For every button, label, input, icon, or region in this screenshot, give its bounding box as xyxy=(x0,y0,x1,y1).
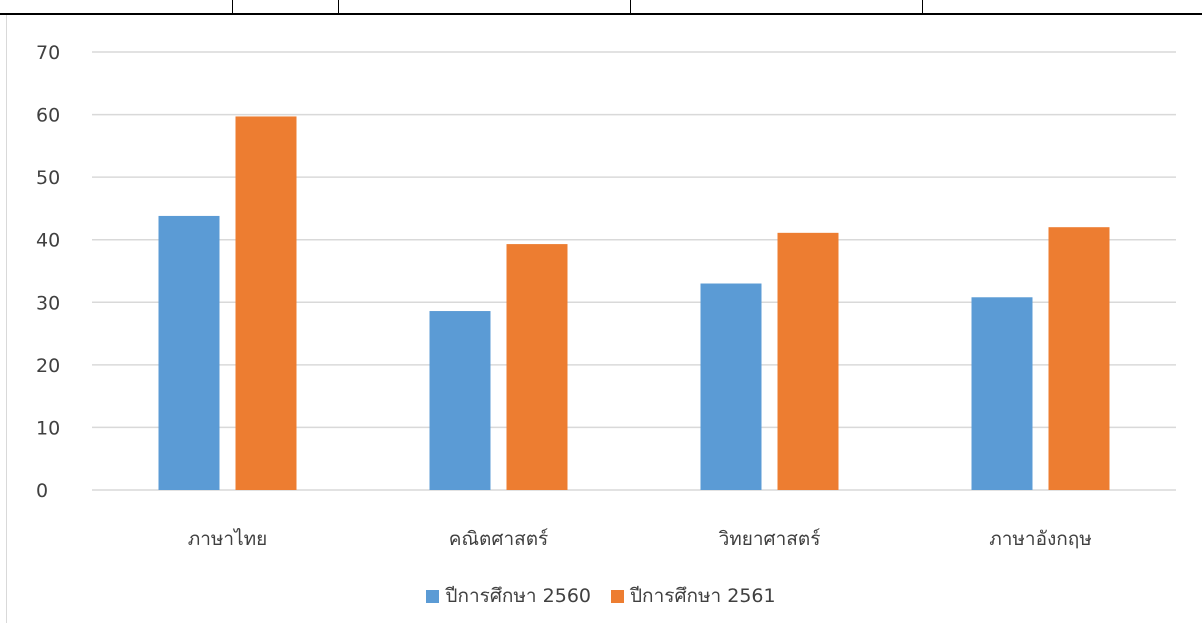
table-cell-divider xyxy=(338,0,339,14)
table-cell-divider xyxy=(232,0,233,14)
x-category-label: ภาษาไทย xyxy=(188,528,268,550)
bar-2561 xyxy=(1048,227,1110,490)
bar-2561 xyxy=(506,244,568,490)
table-cell-divider xyxy=(630,0,631,14)
legend-swatch-2561 xyxy=(611,589,624,603)
legend-item-2560: ปีการศึกษา 2560 xyxy=(426,581,591,611)
bar-2560 xyxy=(158,215,220,491)
y-tick-label: 30 xyxy=(36,292,60,314)
x-category-label: วิทยาศาสตร์ xyxy=(718,528,820,550)
top-table-border xyxy=(0,0,1202,15)
bar-chart: 0 10 20 30 40 50 60 70 ภาษาไทย คณิตศาสตร์ วิทยาศาส… xyxy=(36,42,1176,550)
y-tick-label: 20 xyxy=(36,355,60,377)
y-tick-label: 50 xyxy=(36,167,60,189)
y-tick-label: 10 xyxy=(36,417,60,439)
legend-swatch-2560 xyxy=(426,589,440,603)
legend-label-2561: ปีการศึกษา 2561 xyxy=(630,585,776,607)
bar-2560 xyxy=(429,311,491,490)
y-tick-label: 70 xyxy=(36,42,60,64)
bar-2560 xyxy=(700,283,762,490)
y-tick-label: 40 xyxy=(36,230,60,252)
bar-2561 xyxy=(235,116,297,490)
chart-frame-left-border xyxy=(6,15,7,623)
x-category-label: ภาษาอังกฤษ xyxy=(989,528,1092,550)
y-tick-label: 60 xyxy=(36,105,60,127)
x-category-label: คณิตศาสตร์ xyxy=(449,528,549,550)
y-tick-label: 0 xyxy=(36,480,48,502)
table-cell-divider xyxy=(922,0,923,14)
bar-2560 xyxy=(971,297,1033,490)
legend-label-2560: ปีการศึกษา 2560 xyxy=(445,585,591,607)
legend-item-2561: ปีการศึกษา 2561 xyxy=(611,581,776,611)
bar-2561 xyxy=(777,232,839,490)
chart-legend: ปีการศึกษา 2560 ปีการศึกษา 2561 xyxy=(0,581,1202,611)
